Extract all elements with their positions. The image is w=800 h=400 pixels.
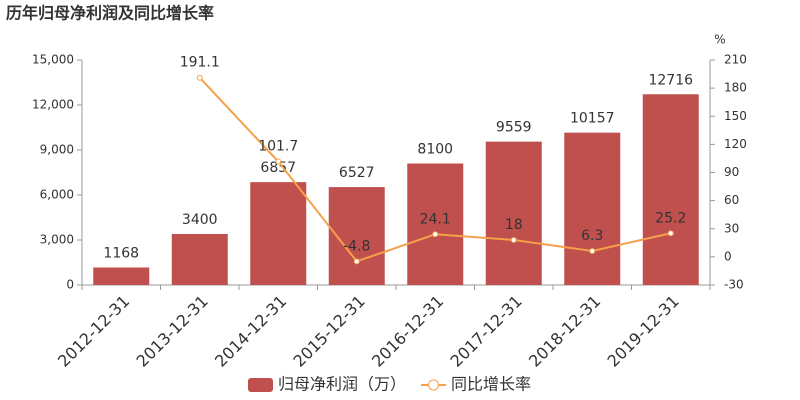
x-tick-label: 2012-12-31 [54, 292, 133, 371]
bar [407, 163, 464, 285]
y2-tick-label: 180 [724, 81, 747, 95]
legend-label: 同比增长率 [451, 375, 531, 394]
bar-value-label: 10157 [570, 111, 615, 127]
y-tick-label: 15,000 [32, 53, 74, 67]
y2-tick-label: 30 [724, 221, 739, 235]
line-value-label: 6.3 [581, 228, 603, 244]
bar-value-label: 6527 [339, 165, 375, 181]
y2-tick-label: 210 [724, 53, 747, 67]
x-tick-label: 2015-12-31 [290, 292, 369, 371]
bar [485, 141, 542, 285]
y-tick-label: 3,000 [40, 233, 74, 247]
legend-label: 归母净利润（万） [278, 375, 406, 394]
bar-value-label: 3400 [182, 212, 218, 228]
bar [171, 234, 228, 285]
bar-value-label: 12716 [648, 72, 693, 88]
line-value-label: -4.8 [343, 238, 370, 254]
x-tick-label: 2014-12-31 [211, 292, 290, 371]
y-tick-label: 12,000 [32, 98, 74, 112]
bar [642, 94, 699, 285]
x-tick-label: 2013-12-31 [133, 292, 212, 371]
line-point [667, 230, 674, 237]
y-tick-label: 6,000 [40, 188, 74, 202]
y2-tick-label: -30 [724, 278, 744, 292]
chart-title: 历年归母净利润及同比增长率 [6, 4, 214, 23]
line-point [196, 74, 203, 81]
bar [93, 267, 150, 285]
y-tick-label: 0 [66, 278, 74, 292]
legend-swatch [248, 378, 273, 392]
line-point [353, 258, 360, 265]
line-point [275, 158, 282, 165]
x-tick-label: 2019-12-31 [604, 292, 683, 371]
y-tick-label: 9,000 [40, 143, 74, 157]
line-value-label: 191.1 [180, 55, 220, 71]
bar [564, 132, 621, 285]
bar-value-label: 8100 [417, 142, 453, 158]
x-tick-label: 2017-12-31 [447, 292, 526, 371]
legend-swatch [428, 379, 440, 391]
line-value-label: 18 [505, 217, 523, 233]
bar [250, 182, 307, 285]
line-value-label: 101.7 [258, 139, 298, 155]
x-tick-label: 2016-12-31 [368, 292, 447, 371]
y2-tick-label: 90 [724, 165, 739, 179]
line-point [510, 237, 517, 243]
bar-value-label: 1168 [103, 245, 139, 261]
y2-tick-label: 0 [724, 249, 732, 263]
y2-axis-label: % [714, 33, 725, 47]
line-point [589, 247, 596, 254]
x-tick-label: 2018-12-31 [525, 292, 604, 371]
line-value-label: 25.2 [655, 210, 686, 226]
y2-tick-label: 60 [724, 193, 739, 207]
y2-tick-label: 120 [724, 137, 747, 151]
line-point [432, 231, 439, 238]
y2-tick-label: 150 [724, 109, 747, 123]
line-value-label: 24.1 [420, 211, 451, 227]
bar-value-label: 9559 [496, 120, 532, 136]
